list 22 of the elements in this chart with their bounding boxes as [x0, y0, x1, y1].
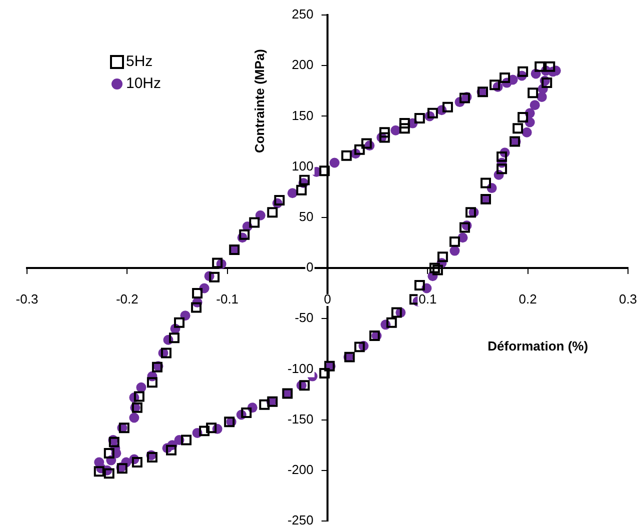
- x-tick-label: 0.1: [418, 292, 437, 307]
- y-tick-label: -250: [287, 512, 314, 528]
- x-tick-label: -0.1: [216, 292, 239, 307]
- x-tick-label: -0.3: [16, 292, 38, 307]
- legend-label: 10Hz: [126, 75, 162, 92]
- y-tick-label: 250: [292, 6, 314, 22]
- y-tick-label: 100: [292, 158, 314, 174]
- y-tick-label: 50: [299, 208, 314, 224]
- y-tick-label: 0: [306, 260, 314, 275]
- y-tick-label: -200: [287, 462, 314, 477]
- legend-label: 5Hz: [126, 53, 153, 70]
- y-tick-label: -100: [287, 360, 314, 376]
- y-axis-title: Contrainte (MPa): [252, 49, 267, 154]
- x-tick-label: 0.2: [518, 292, 537, 307]
- y-tick-label: -150: [287, 411, 314, 426]
- y-tick-label: 150: [292, 108, 314, 123]
- y-tick-label: -50: [294, 310, 314, 326]
- x-tick-label: 0: [324, 292, 332, 307]
- x-tick-label: 0.3: [618, 292, 638, 307]
- x-tick-label: -0.2: [116, 292, 138, 307]
- y-tick-label: 200: [292, 57, 314, 72]
- x-axis-title: Déformation (%): [488, 338, 588, 354]
